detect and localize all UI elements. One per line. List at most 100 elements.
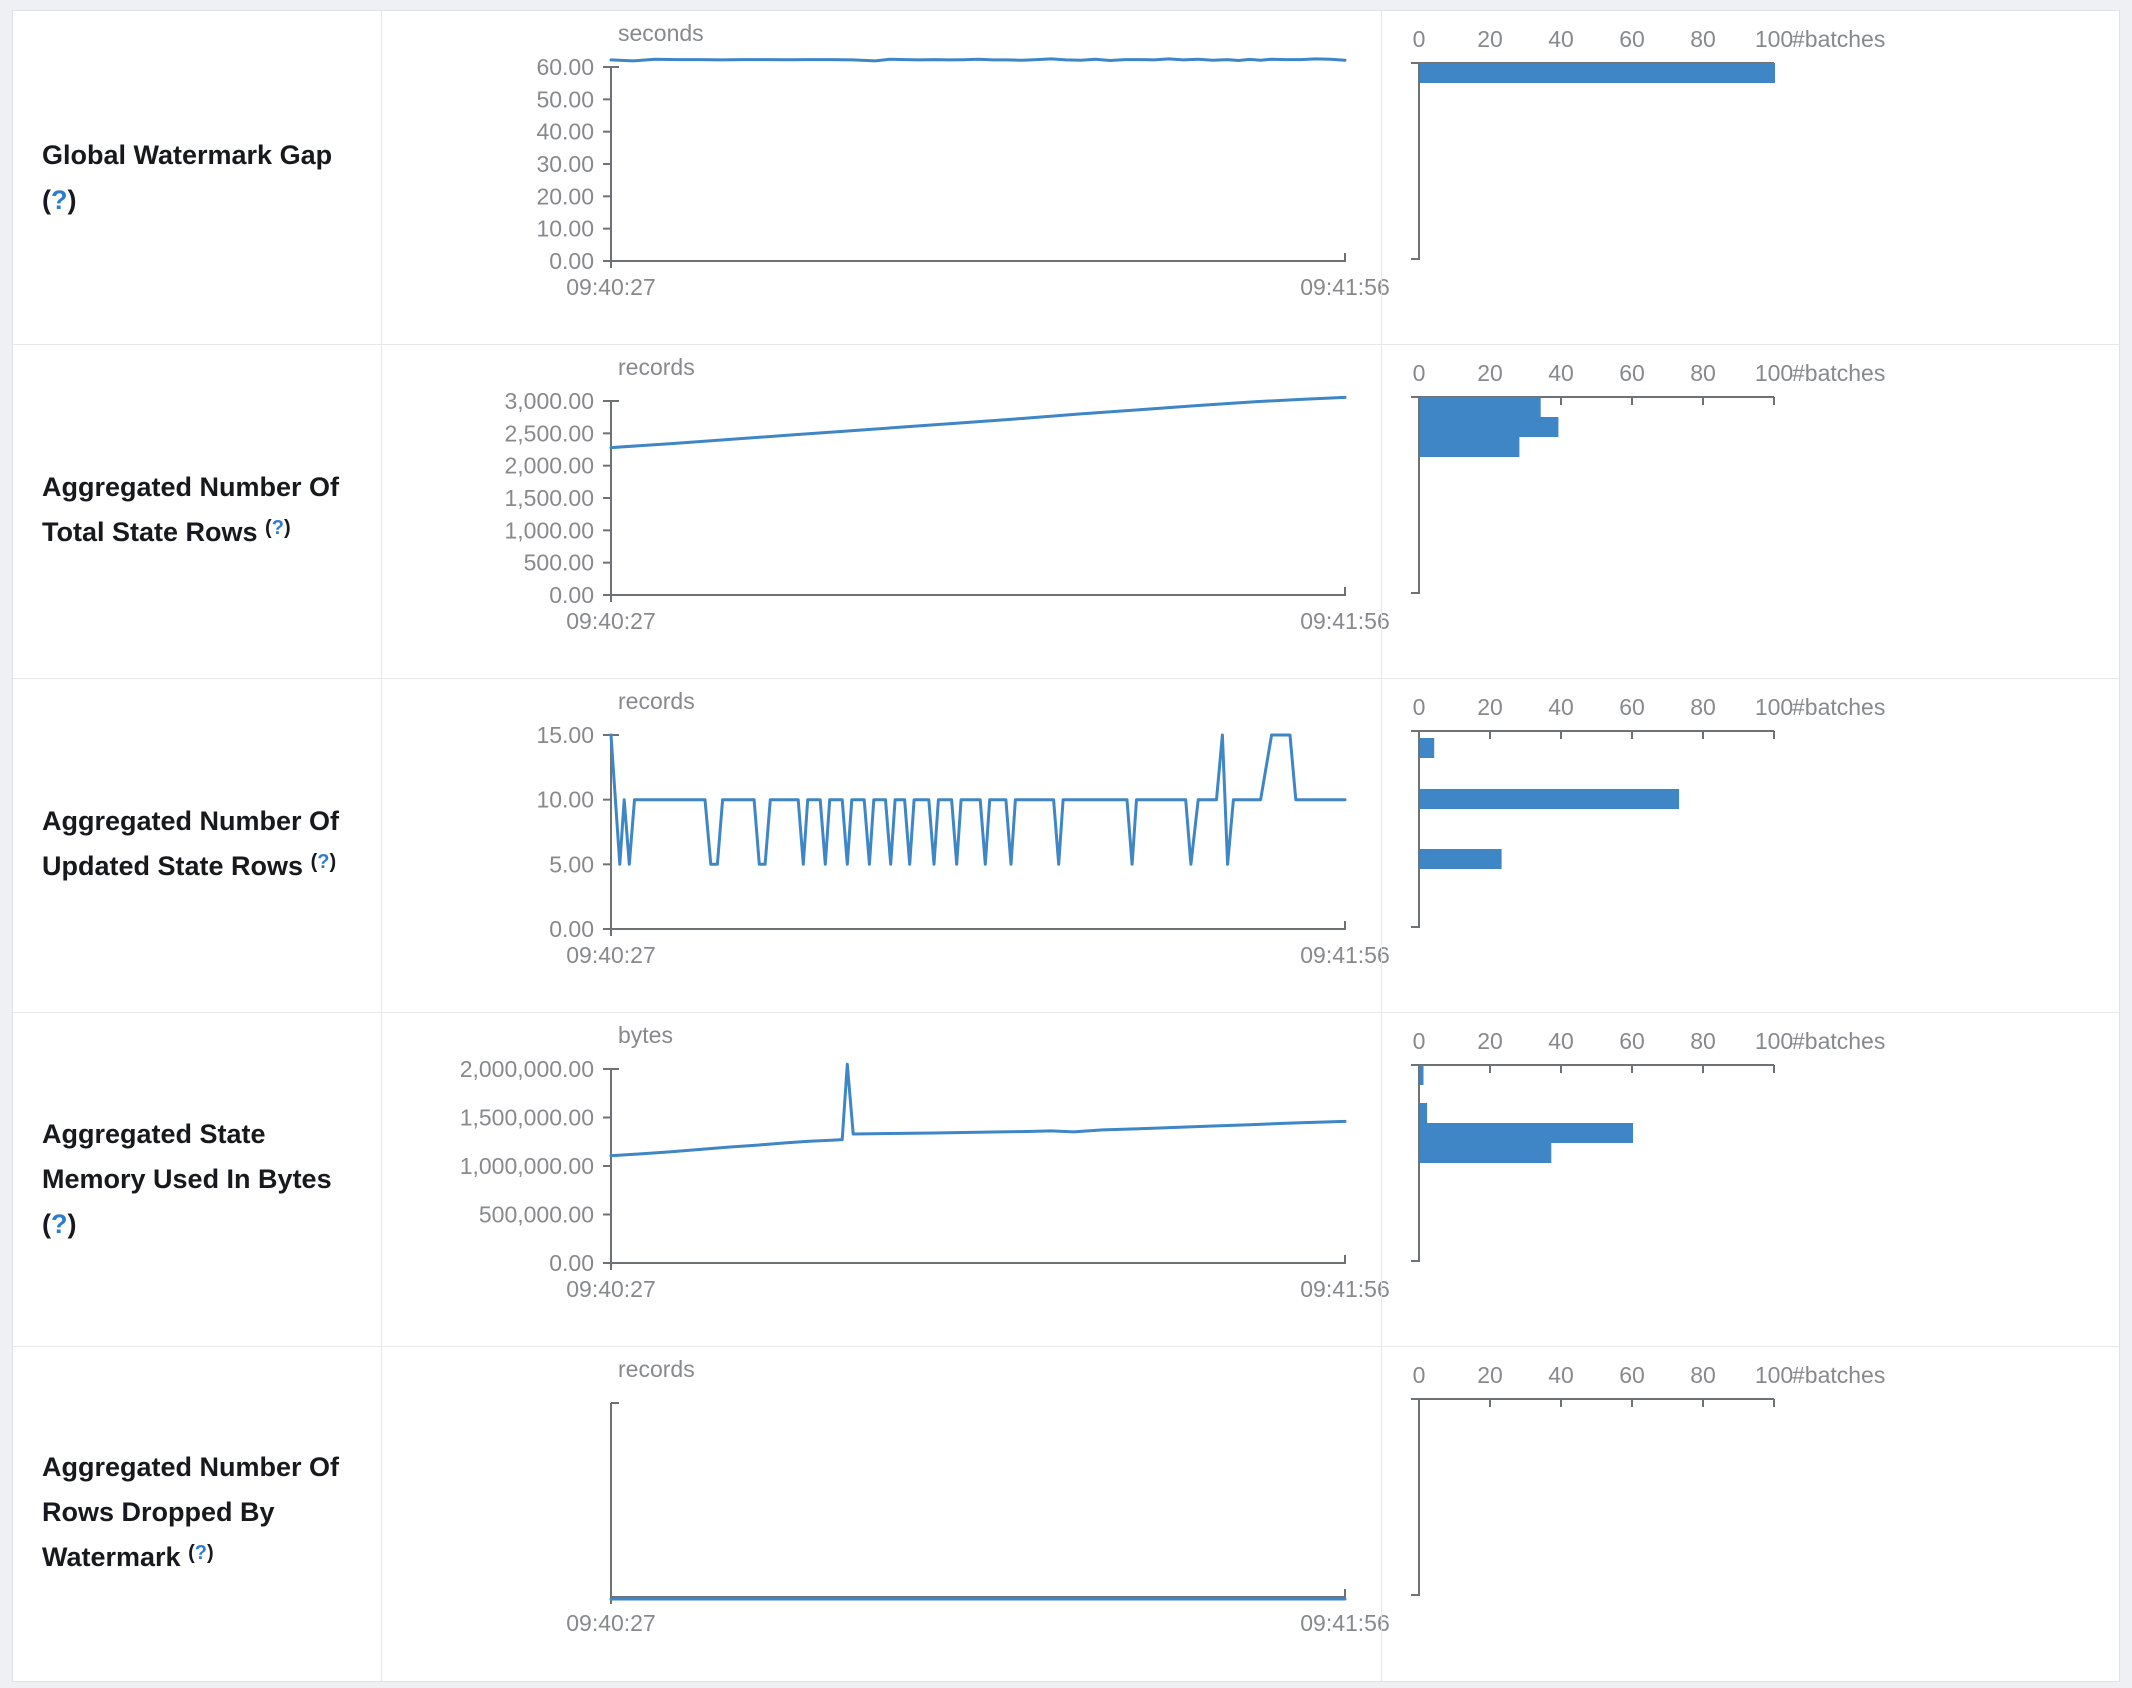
histogram-cell: 0 20 40 60 80 100 #batches xyxy=(1381,1347,2119,1681)
help-tooltip-link[interactable]: (?) xyxy=(310,851,337,873)
timeline-cell: seconds 60.00 50.00 40.00 30.00 20.00 10.00 0.0… xyxy=(381,11,1390,344)
histogram-chart: 0 20 40 60 80 100#batches xyxy=(1411,360,1885,594)
timeline-cell: records 15.00 10.00 5.00 0.00 09:40:27 09:41:5… xyxy=(381,679,1390,1012)
question-mark-icon[interactable]: ? xyxy=(51,184,68,215)
histogram-axis-tick-label: 60 xyxy=(1619,694,1645,720)
y-axis xyxy=(610,1068,619,1270)
timeline-chart: seconds 60.00 50.00 40.00 30.00 20.00 10.00 0.0… xyxy=(536,20,1389,300)
histogram-axis-tick-label: 40 xyxy=(1548,1028,1574,1054)
metric-name-cell: Aggregated Number Of Rows Dropped By Wat… xyxy=(13,1347,381,1681)
y-axis-tick-label: 60.00 xyxy=(536,54,594,80)
histogram-bar xyxy=(1420,849,1502,869)
histogram-axis-tick-label: 100 xyxy=(1755,360,1793,386)
histogram-unit-label: #batches xyxy=(1792,360,1885,386)
x-axis-end-label: 09:41:56 xyxy=(1300,608,1390,634)
x-axis-end-label: 09:41:56 xyxy=(1300,1276,1390,1302)
x-axis-start-label: 09:40:27 xyxy=(566,942,656,968)
timeline-cell: records 09:40:27 09:41:56 xyxy=(381,1347,1390,1681)
histogram-cell: 0 20 40 60 80 100 #batches xyxy=(1381,345,2119,678)
streaming-statistics-table: Global Watermark Gap (?) seconds 60.00 50.… xyxy=(12,10,2120,1682)
histogram-axis-tick-label: 60 xyxy=(1619,1028,1645,1054)
y-axis-tick-label: 40.00 xyxy=(536,119,594,145)
x-axis-start-label: 09:40:27 xyxy=(566,1276,656,1302)
histogram-bar xyxy=(1420,63,1775,83)
y-axis-tick-label: 2,000,000.00 xyxy=(460,1056,594,1082)
timeline-cell: records 3,000.00 2,500.00 2,000.00 1,500.00 1… xyxy=(381,345,1390,678)
timeline-cell: bytes 2,000,000.00 1,500,000.00 1,000,000.0… xyxy=(381,1013,1390,1346)
histogram-cell: 0 20 40 60 80 100 #batches xyxy=(1381,1013,2119,1346)
metric-row-updated-state-rows: Aggregated Number Of Updated State Rows … xyxy=(13,679,2119,1013)
series-line xyxy=(609,395,1347,450)
histogram-bar xyxy=(1420,1123,1633,1143)
question-mark-icon[interactable]: ? xyxy=(194,1542,207,1564)
histogram-unit-label: #batches xyxy=(1792,694,1885,720)
histogram-bar xyxy=(1420,437,1520,457)
histogram-bar xyxy=(1420,789,1680,809)
histogram-chart: 0 20 40 60 80 100#batches xyxy=(1411,694,1885,928)
metric-row-global-watermark-gap: Global Watermark Gap (?) seconds 60.00 50.… xyxy=(13,11,2119,345)
histogram-chart: 0 20 40 60 80 100#batches xyxy=(1411,26,1885,260)
axis-unit-label: seconds xyxy=(618,20,704,46)
y-axis-tick-label: 0.00 xyxy=(549,1250,594,1276)
help-tooltip-link[interactable]: (?) xyxy=(42,1209,77,1239)
series-line xyxy=(609,57,1347,63)
histogram-y-axis xyxy=(1411,731,1420,928)
histogram-chart: 0 20 40 60 80 100#batches xyxy=(1411,1362,1885,1596)
metric-name-label: Aggregated Number Of Updated State Rows xyxy=(42,806,340,881)
histogram-axis-tick-label: 0 xyxy=(1413,360,1426,386)
histogram-axis-tick-label: 80 xyxy=(1690,26,1716,52)
y-axis-tick-label: 0.00 xyxy=(549,248,594,274)
metric-row-total-state-rows: Aggregated Number Of Total State Rows (?… xyxy=(13,345,2119,679)
histogram-y-axis xyxy=(1411,397,1420,594)
question-mark-icon[interactable]: ? xyxy=(271,517,284,539)
x-axis-end-label: 09:41:56 xyxy=(1300,942,1390,968)
x-axis xyxy=(611,253,1346,262)
y-axis-tick-label: 2,500.00 xyxy=(504,420,594,446)
metric-name-label: Aggregated State Memory Used In Bytes xyxy=(42,1119,332,1194)
help-tooltip-link[interactable]: (?) xyxy=(188,1542,214,1564)
question-mark-icon[interactable]: ? xyxy=(317,851,330,873)
metric-name: Aggregated Number Of Updated State Rows … xyxy=(42,799,359,892)
histogram-axis-tick-label: 0 xyxy=(1413,1028,1426,1054)
series-line xyxy=(609,733,1347,866)
histogram-y-axis xyxy=(1411,1065,1420,1262)
histogram-axis-tick-label: 100 xyxy=(1755,694,1793,720)
histogram-unit-label: #batches xyxy=(1792,1362,1885,1388)
metric-name: Aggregated Number Of Rows Dropped By Wat… xyxy=(42,1445,359,1583)
x-axis-end-label: 09:41:56 xyxy=(1300,274,1390,300)
histogram-bar xyxy=(1420,738,1435,758)
y-axis-tick-label: 1,000,000.00 xyxy=(460,1153,594,1179)
y-axis-tick-label: 3,000.00 xyxy=(504,388,594,414)
histogram-unit-label: #batches xyxy=(1792,1028,1885,1054)
histogram-cell: 0 20 40 60 80 100 #batches xyxy=(1381,11,2119,344)
metric-name-cell: Aggregated State Memory Used In Bytes (?… xyxy=(13,1013,381,1346)
histogram-axis-tick-label: 0 xyxy=(1413,26,1426,52)
histogram-axis-tick-label: 60 xyxy=(1619,26,1645,52)
y-axis-tick-label: 2,000.00 xyxy=(504,453,594,479)
histogram-axis-tick-label: 40 xyxy=(1548,360,1574,386)
histogram-axis-tick-label: 80 xyxy=(1690,360,1716,386)
metric-name: Global Watermark Gap (?) xyxy=(42,133,359,223)
y-axis-tick-label: 30.00 xyxy=(536,151,594,177)
histogram-axis-tick-label: 0 xyxy=(1413,1362,1426,1388)
metric-row-rows-dropped-by-watermark: Aggregated Number Of Rows Dropped By Wat… xyxy=(13,1347,2119,1681)
y-axis xyxy=(610,400,619,602)
x-axis-start-label: 09:40:27 xyxy=(566,1610,656,1636)
axis-unit-label: records xyxy=(618,354,695,380)
question-mark-icon[interactable]: ? xyxy=(51,1209,68,1239)
histogram-axis-tick-label: 60 xyxy=(1619,360,1645,386)
help-tooltip-link[interactable]: (?) xyxy=(265,517,291,539)
y-axis-tick-label: 5.00 xyxy=(549,851,594,877)
y-axis xyxy=(610,66,619,268)
help-tooltip-link[interactable]: (?) xyxy=(42,184,77,215)
histogram-bar xyxy=(1420,1103,1428,1123)
y-axis-tick-label: 1,000.00 xyxy=(504,517,594,543)
y-axis-tick-label: 15.00 xyxy=(536,722,594,748)
histogram-axis-tick-label: 80 xyxy=(1690,1362,1716,1388)
histogram-axis-tick-label: 60 xyxy=(1619,1362,1645,1388)
y-axis-tick-label: 1,500.00 xyxy=(504,485,594,511)
histogram-cell: 0 20 40 60 80 100 #batches xyxy=(1381,679,2119,1012)
histogram-bar xyxy=(1420,1065,1424,1085)
axis-unit-label: bytes xyxy=(618,1022,673,1048)
